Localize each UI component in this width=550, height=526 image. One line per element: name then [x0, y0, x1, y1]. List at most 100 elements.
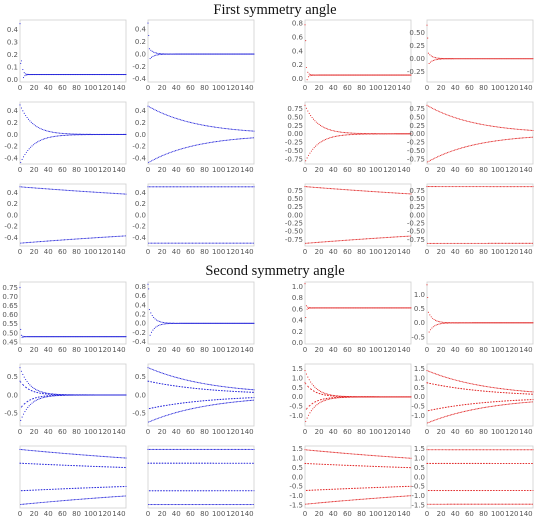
data-point — [488, 186, 490, 188]
data-point — [217, 140, 219, 142]
data-point — [410, 133, 412, 135]
data-point — [48, 501, 50, 503]
data-point — [167, 504, 170, 506]
data-point — [217, 242, 219, 244]
x-tick-label: 120 — [98, 166, 111, 174]
data-point — [433, 449, 435, 451]
data-point — [152, 159, 154, 161]
data-point — [437, 186, 439, 188]
data-point — [358, 453, 360, 456]
data-point — [149, 490, 151, 492]
data-point — [406, 457, 408, 459]
y-tick-label: 0.25 — [287, 203, 303, 211]
data-point — [112, 456, 114, 458]
data-point — [473, 449, 475, 451]
data-point — [427, 52, 429, 54]
data-point — [229, 128, 231, 130]
data-point — [332, 451, 334, 453]
data-point — [35, 399, 37, 401]
data-point — [187, 379, 189, 381]
data-point — [451, 414, 453, 416]
data-point — [444, 416, 446, 418]
data-point — [402, 486, 404, 488]
data-point — [433, 186, 435, 188]
data-point — [351, 132, 353, 134]
data-point — [330, 464, 332, 466]
data-point — [162, 383, 164, 385]
data-point — [180, 242, 182, 244]
data-point — [108, 192, 110, 194]
data-point — [50, 131, 52, 133]
data-point — [497, 391, 499, 393]
data-point — [43, 129, 45, 131]
data-point — [327, 463, 329, 466]
x-tick-label: 80 — [357, 428, 366, 436]
data-point — [196, 407, 198, 409]
data-point — [200, 143, 202, 145]
data-point — [384, 496, 386, 499]
data-point — [86, 237, 88, 239]
panel-s2-r2-c1: 0 20 40 60 80 100 120 140-0.50.00.5 — [4, 363, 127, 436]
x-tick-label: 60 — [343, 428, 352, 436]
data-point — [192, 381, 194, 383]
data-point — [234, 242, 236, 244]
data-point — [510, 403, 512, 405]
data-point — [438, 503, 440, 505]
data-point — [442, 416, 444, 418]
y-tick-label: 0.45 — [2, 338, 18, 346]
data-point — [230, 401, 232, 404]
data-point — [384, 237, 386, 239]
data-point — [45, 463, 47, 465]
data-point — [105, 192, 107, 194]
data-point — [363, 498, 365, 500]
y-tick-label: -1.0 — [411, 412, 425, 420]
data-point — [191, 503, 194, 506]
data-point — [223, 490, 225, 492]
data-point — [226, 186, 228, 188]
data-point — [401, 495, 403, 497]
data-point — [156, 54, 158, 56]
data-point — [196, 503, 198, 506]
data-point — [238, 242, 240, 244]
data-point — [220, 448, 223, 451]
data-point — [250, 130, 252, 132]
data-point — [461, 388, 463, 390]
data-point — [344, 239, 346, 241]
y-tick-label: 0.0 — [292, 473, 303, 481]
data-point — [480, 407, 482, 409]
data-point — [80, 498, 83, 500]
data-point — [151, 368, 153, 370]
data-point — [460, 380, 462, 383]
data-point — [203, 503, 205, 506]
data-point — [304, 24, 306, 26]
data-point — [55, 500, 57, 502]
data-point — [248, 397, 250, 399]
data-point — [100, 455, 102, 457]
y-tick-label: -0.4 — [4, 234, 18, 242]
data-point — [347, 134, 349, 136]
data-point — [194, 381, 196, 383]
data-point — [315, 387, 317, 390]
data-point — [27, 400, 29, 402]
data-point — [110, 466, 112, 468]
data-point — [28, 388, 30, 391]
data-point — [304, 449, 306, 451]
data-point — [521, 242, 523, 244]
data-point — [89, 487, 91, 489]
data-point — [312, 408, 314, 410]
data-point — [434, 319, 437, 321]
data-point — [317, 489, 319, 491]
data-point — [24, 153, 26, 156]
data-point — [468, 145, 470, 147]
data-point — [459, 147, 461, 149]
data-point — [171, 186, 173, 188]
data-point — [336, 395, 338, 397]
data-point — [47, 137, 49, 139]
data-point — [225, 242, 227, 244]
data-point — [428, 503, 430, 505]
y-tick-label: -0.5 — [411, 403, 425, 411]
data-point — [154, 369, 156, 372]
data-point — [329, 137, 331, 139]
data-point — [27, 186, 30, 189]
data-point — [445, 152, 447, 154]
